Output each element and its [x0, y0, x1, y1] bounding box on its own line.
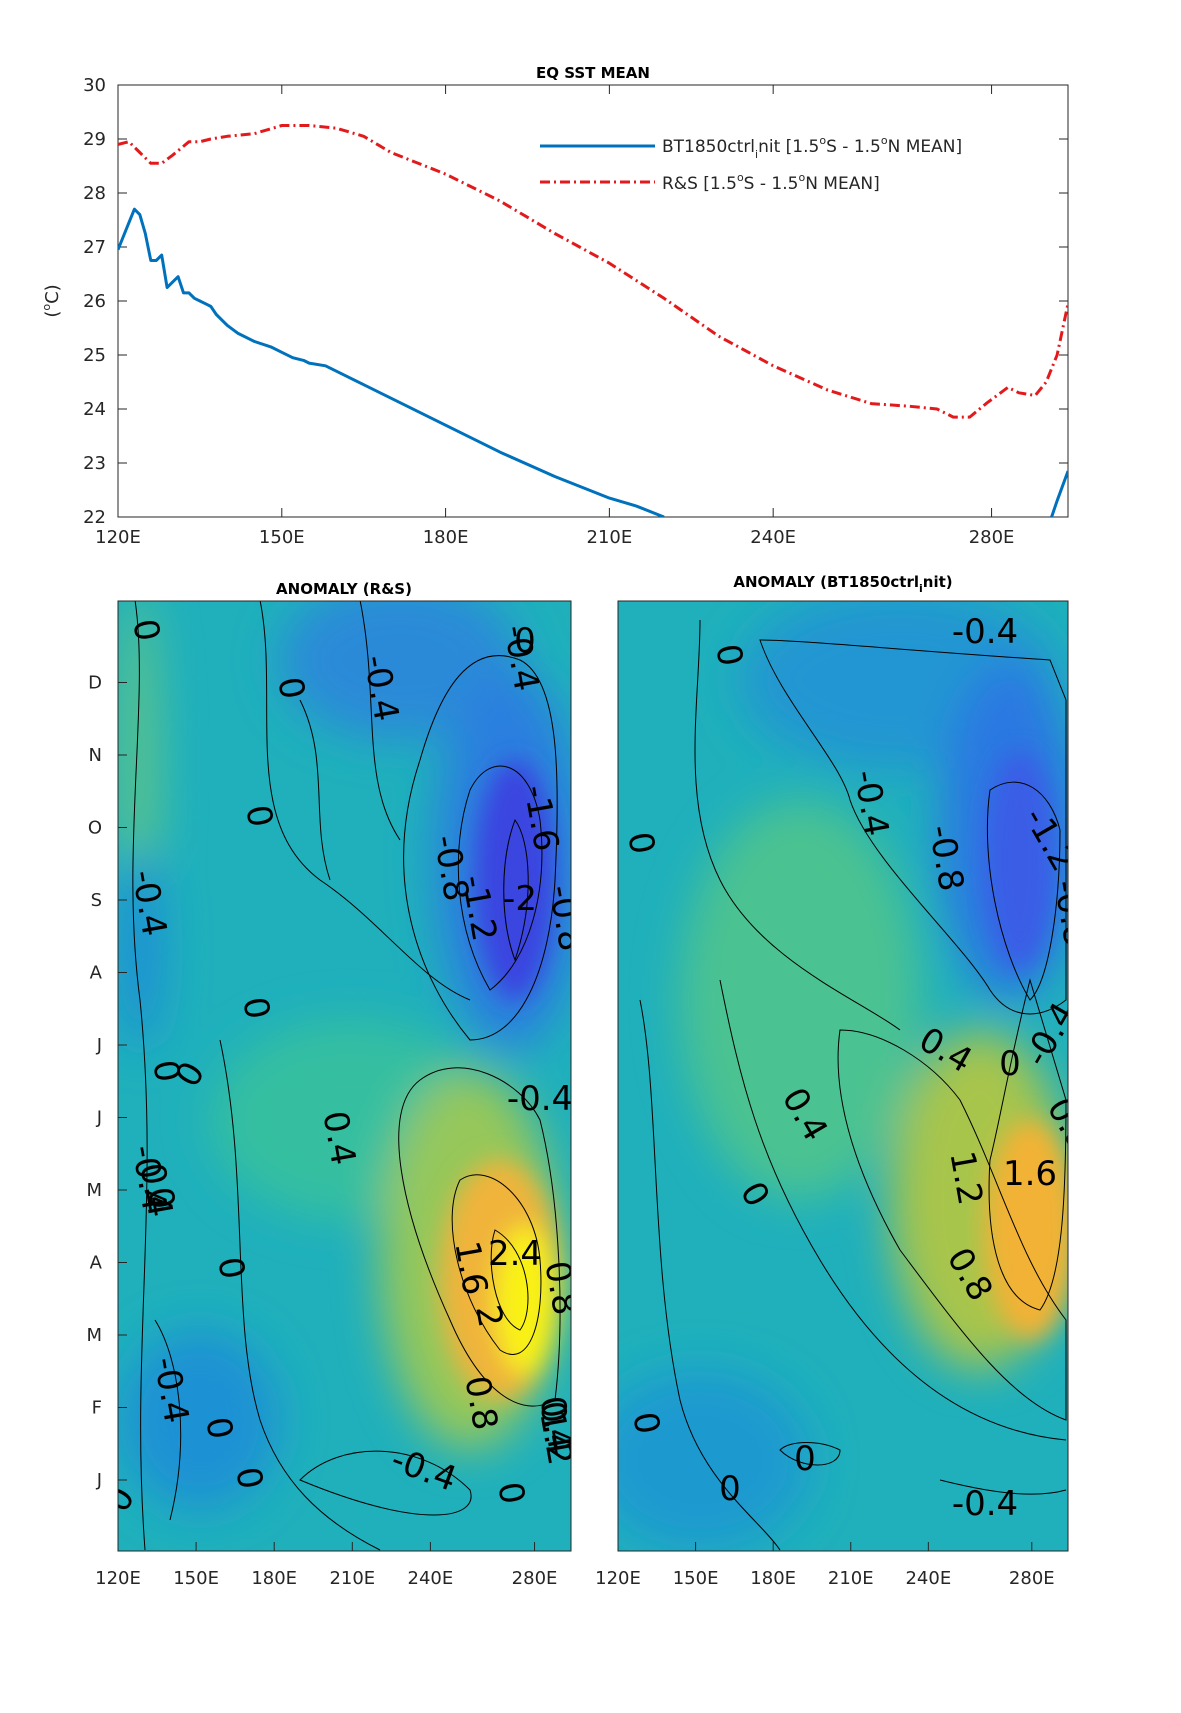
top-ytick-label: 28: [83, 183, 106, 204]
legend-label-bt1850: BT1850ctrlinit [1.5oS - 1.5oN MEAN]: [662, 134, 962, 161]
heatmap-rs: ANOMALY (R&S): [86, 580, 573, 1590]
heat-xtick-label: 280E: [512, 1568, 558, 1589]
rs-blob-cool-south: [120, 1330, 280, 1510]
top-ytick-label: 27: [83, 237, 106, 258]
top-ytick-label: 24: [83, 399, 106, 420]
heat-ytick-label: A: [90, 1253, 103, 1274]
heat-ytick-label: J: [96, 1470, 102, 1491]
contour-label: 2.4: [488, 1234, 542, 1274]
contour-label: 1.6: [446, 1238, 495, 1298]
heat-ytick-label: J: [96, 1035, 102, 1056]
heat-xtick-label: 210E: [329, 1568, 375, 1589]
bt-contour-labels: -0.40-0.4-0.8 -1.2-0.800.4 0-0.40.4 0.81.2 1…: [619, 612, 1115, 1524]
y-axis-label: (oC): [40, 284, 63, 317]
top-ytick-label: 23: [83, 453, 106, 474]
contour-label: 0.4: [131, 1160, 180, 1220]
contour-label: 0: [719, 1469, 741, 1509]
contour-label: 0: [999, 1044, 1021, 1084]
contour-label: 0.4: [314, 1108, 363, 1168]
top-ytick-label: 26: [83, 291, 106, 312]
heat-ytick-label: M: [86, 1325, 102, 1346]
top-ytick-label: 30: [83, 75, 106, 96]
contour-label: 1.2: [941, 1148, 990, 1208]
bt-contours: [639, 619, 1067, 1551]
heat-ytick-label: J: [96, 1108, 102, 1129]
contour-label: 0.8: [456, 1373, 505, 1433]
bt-blob-southwest-cool: [618, 1370, 810, 1550]
heat-xtick-label: 180E: [750, 1568, 796, 1589]
heat-ytick-label: S: [91, 890, 102, 911]
contour-label: -0.4: [507, 1079, 573, 1119]
heatmap-bt1850-title: ANOMALY (BT1850ctrlinit): [733, 573, 952, 595]
heatmap-rs-frame: [117, 600, 572, 1552]
top-xtick-label: 210E: [587, 527, 633, 548]
series-line-rs: [118, 124, 1068, 419]
heat-xtick-label: 280E: [1009, 1568, 1055, 1589]
heatmap-rs-title: ANOMALY (R&S): [276, 580, 412, 598]
legend: BT1850ctrlinit [1.5oS - 1.5oN MEAN] R&S …: [540, 134, 962, 194]
heat-ytick-label: A: [90, 963, 103, 984]
top-xtick-label: 180E: [423, 527, 469, 548]
heat-ytick-label: M: [86, 1180, 102, 1201]
rs-contours: [132, 601, 561, 1551]
heatmap-bt1850-ticks: 120E 150E 180E 210E 240E 280E: [595, 1542, 1055, 1589]
heat-xtick-label: 150E: [173, 1568, 219, 1589]
rs-blob-dec-cool: [280, 601, 520, 740]
heat-xtick-label: 210E: [828, 1568, 874, 1589]
top-series-group: [118, 124, 1068, 517]
top-ytick-label: 22: [83, 507, 106, 528]
legend-label-rs: R&S [1.5oS - 1.5oN MEAN]: [662, 171, 880, 194]
contour-label: -0.4: [952, 1484, 1018, 1524]
heat-ytick-label: N: [89, 745, 102, 766]
bt-blob-orange: [985, 1120, 1068, 1340]
top-xtick-label: 240E: [750, 527, 796, 548]
heat-ytick-label: F: [92, 1398, 102, 1419]
rs-blob-west-warm: [118, 601, 158, 930]
contour-label: -2: [503, 879, 537, 919]
heat-ytick-label: O: [88, 818, 102, 839]
series-line-bt1850: [118, 207, 1068, 517]
contour-label: 0: [514, 621, 536, 661]
contour-label: 0: [794, 1439, 816, 1479]
top-line-chart: EQ SST MEAN 22 23 24 25 26 27 28 29 30 120E 150E 18…: [40, 64, 1069, 548]
top-plot-frame: [117, 84, 1069, 518]
heatmap-bt1850-frame: [617, 600, 1069, 1552]
contour-label: 0.4: [1066, 1348, 1115, 1408]
heatmap-bt1850: ANOMALY (BT1850ctrlinit): [595, 573, 1115, 1589]
top-ytick-label: 25: [83, 345, 106, 366]
top-chart-title: EQ SST MEAN: [536, 64, 650, 82]
heat-xtick-label: 120E: [595, 1568, 641, 1589]
top-axis-ticks: 22 23 24 25 26 27 28 29 30 120E 150E 180E 210E 240E 28…: [83, 75, 1068, 548]
heat-xtick-label: 180E: [251, 1568, 297, 1589]
top-ytick-label: 29: [83, 129, 106, 150]
top-xtick-label: 150E: [259, 527, 305, 548]
heatmap-rs-ticks: 120E 150E 180E 210E 240E 280E J F M A M J J A S O N D: [86, 673, 557, 1590]
top-xtick-label: 120E: [95, 527, 141, 548]
heat-xtick-label: 240E: [408, 1568, 454, 1589]
heat-xtick-label: 120E: [95, 1568, 141, 1589]
contour-label: 1.6: [1003, 1154, 1057, 1194]
rs-blob-west-cool: [118, 850, 162, 1050]
contour-label: -0.4: [952, 612, 1018, 652]
heat-xtick-label: 150E: [673, 1568, 719, 1589]
bt-blob-green-diag: [680, 800, 920, 1200]
heat-xtick-label: 240E: [905, 1568, 951, 1589]
rs-blob-deep-cool: [475, 760, 555, 1000]
bt-blob-deep-cool: [985, 750, 1055, 970]
heat-ytick-label: D: [88, 673, 102, 694]
top-xtick-label: 280E: [969, 527, 1015, 548]
